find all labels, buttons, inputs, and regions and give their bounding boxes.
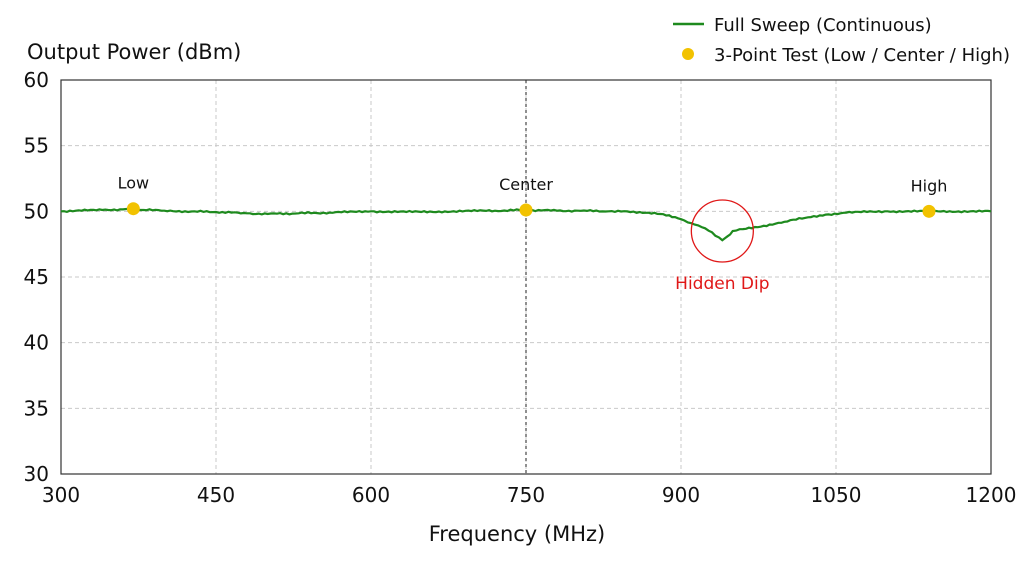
legend-label-three-point: 3-Point Test (Low / Center / High) <box>714 45 1010 66</box>
legend: Full Sweep (Continuous) 3-Point Test (Lo… <box>673 15 1010 66</box>
x-axis-title: Frequency (MHz) <box>429 522 605 546</box>
x-tick-label: 300 <box>42 483 80 507</box>
y-tick-label: 55 <box>24 134 49 158</box>
test-point-label-low: Low <box>118 174 150 193</box>
y-tick-label: 50 <box>24 199 49 223</box>
annotations: Hidden Dip <box>675 199 770 294</box>
x-tick-label: 600 <box>352 483 390 507</box>
y-tick-label: 45 <box>24 265 49 289</box>
legend-label-full-sweep: Full Sweep (Continuous) <box>714 15 932 36</box>
hidden-dip-label: Hidden Dip <box>675 274 769 294</box>
y-axis-title: Output Power (dBm) <box>27 40 241 64</box>
test-point-label-center: Center <box>499 175 553 194</box>
test-point-high <box>922 204 936 218</box>
grid-lines <box>61 80 991 474</box>
test-point-low <box>126 202 140 216</box>
y-axis-tick-labels: 30 35 40 45 50 55 60 <box>24 68 49 486</box>
x-tick-label: 900 <box>662 483 700 507</box>
x-tick-label: 750 <box>507 483 545 507</box>
legend-dot-swatch <box>682 48 694 60</box>
y-tick-label: 40 <box>24 331 49 355</box>
x-tick-label: 1050 <box>811 483 862 507</box>
y-tick-label: 30 <box>24 462 49 486</box>
three-point-test-markers: Low Center High <box>118 174 948 218</box>
plot-area-frame <box>60 79 992 475</box>
hidden-dip-circle <box>690 199 754 263</box>
y-tick-label: 35 <box>24 396 49 420</box>
x-axis-tick-labels: 300 450 600 750 900 1050 1200 <box>42 483 1017 507</box>
test-point-label-high: High <box>911 176 948 195</box>
y-tick-label: 60 <box>24 68 49 92</box>
test-point-center <box>519 203 533 217</box>
x-tick-label: 1200 <box>966 483 1017 507</box>
x-tick-label: 450 <box>197 483 235 507</box>
